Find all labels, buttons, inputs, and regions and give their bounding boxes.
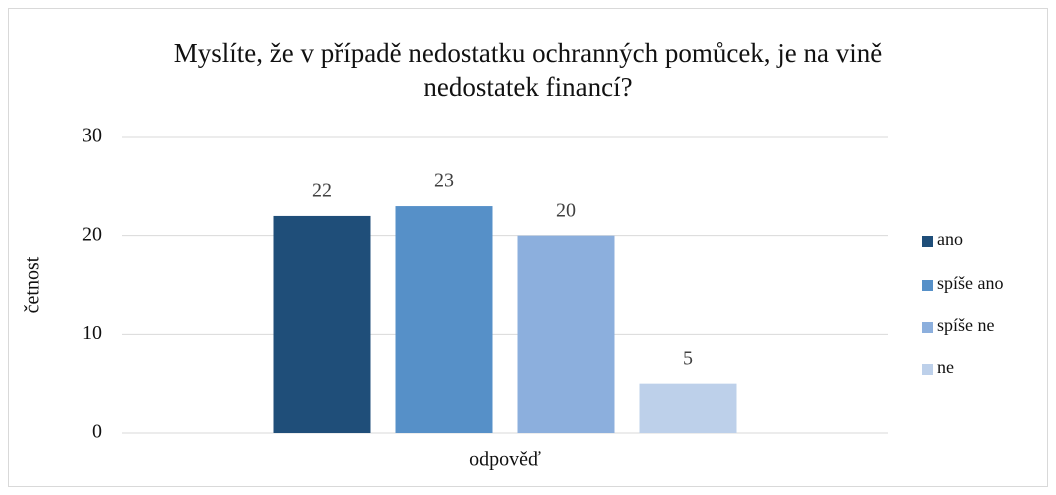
x-tick-label: odpověď (469, 449, 541, 471)
value-label: 20 (556, 199, 576, 221)
bar (273, 215, 371, 433)
bar (517, 235, 615, 433)
y-axis-label: četnost (22, 256, 44, 313)
legend-swatch (922, 280, 933, 291)
legend-label: spíše ne (937, 315, 995, 335)
bar (639, 383, 737, 433)
y-tick-label: 30 (82, 125, 102, 147)
y-tick-label: 0 (92, 421, 102, 443)
y-tick-label: 20 (82, 223, 102, 245)
y-tick-label: 10 (82, 322, 102, 344)
bar (395, 206, 493, 433)
value-label: 22 (312, 180, 332, 202)
legend-label: spíše ano (937, 273, 1004, 293)
value-label: 5 (683, 347, 693, 369)
value-label: 23 (434, 170, 454, 192)
legend-swatch (922, 236, 933, 247)
legend-swatch (922, 364, 933, 375)
legend-label: ano (937, 229, 963, 249)
legend-label: ne (937, 357, 954, 377)
legend-swatch (922, 322, 933, 333)
chart-title: Myslíte, že v případě nedostatku ochrann… (173, 38, 883, 102)
